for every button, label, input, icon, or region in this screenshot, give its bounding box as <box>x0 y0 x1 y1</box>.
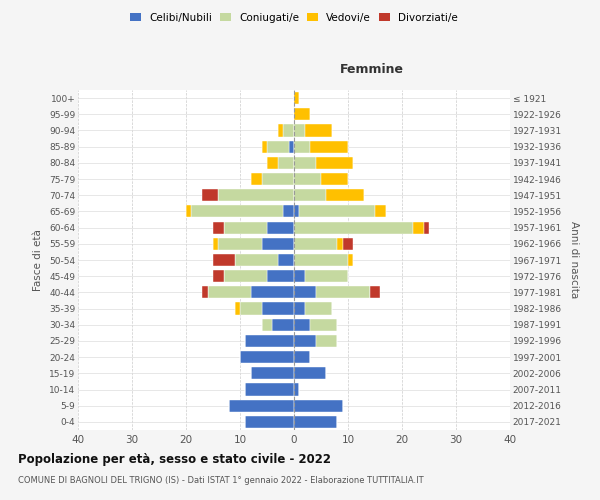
Bar <box>218 238 262 250</box>
Bar <box>245 384 294 396</box>
Bar <box>202 189 218 202</box>
Bar <box>294 189 326 202</box>
Bar <box>262 173 294 185</box>
Bar <box>370 286 380 298</box>
Bar <box>294 173 321 185</box>
Bar <box>294 416 337 428</box>
Bar <box>424 222 429 234</box>
Bar <box>294 302 305 314</box>
Bar <box>278 124 283 136</box>
Bar <box>305 302 332 314</box>
Text: Femmine: Femmine <box>340 64 404 76</box>
Bar <box>224 270 267 282</box>
Bar <box>262 302 294 314</box>
Text: COMUNE DI BAGNOLI DEL TRIGNO (IS) - Dati ISTAT 1° gennaio 2022 - Elaborazione TU: COMUNE DI BAGNOLI DEL TRIGNO (IS) - Dati… <box>18 476 424 485</box>
Bar <box>267 222 294 234</box>
Bar <box>213 254 235 266</box>
Bar <box>294 222 413 234</box>
Bar <box>294 238 337 250</box>
Bar <box>267 140 289 152</box>
Bar <box>240 302 262 314</box>
Bar <box>299 206 375 218</box>
Bar <box>224 222 267 234</box>
Bar <box>294 318 310 331</box>
Bar <box>305 124 332 136</box>
Bar <box>294 124 305 136</box>
Bar <box>375 206 386 218</box>
Bar <box>213 222 224 234</box>
Bar <box>251 173 262 185</box>
Bar <box>262 318 272 331</box>
Bar <box>245 335 294 347</box>
Bar <box>283 124 294 136</box>
Bar <box>251 286 294 298</box>
Bar <box>213 238 218 250</box>
Bar <box>191 206 283 218</box>
Bar <box>348 254 353 266</box>
Bar <box>267 270 294 282</box>
Bar <box>272 318 294 331</box>
Bar <box>251 368 294 380</box>
Bar <box>310 318 337 331</box>
Bar <box>316 286 370 298</box>
Bar <box>305 270 348 282</box>
Bar <box>343 238 353 250</box>
Bar <box>235 302 240 314</box>
Bar <box>283 206 294 218</box>
Bar <box>337 238 343 250</box>
Y-axis label: Fasce di età: Fasce di età <box>34 229 43 291</box>
Bar <box>294 400 343 412</box>
Bar <box>294 368 326 380</box>
Bar <box>294 384 299 396</box>
Bar <box>310 140 348 152</box>
Bar <box>294 157 316 169</box>
Bar <box>218 189 294 202</box>
Bar <box>186 206 191 218</box>
Bar <box>245 416 294 428</box>
Legend: Celibi/Nubili, Coniugati/e, Vedovi/e, Divorziati/e: Celibi/Nubili, Coniugati/e, Vedovi/e, Di… <box>130 12 458 22</box>
Bar <box>278 157 294 169</box>
Bar <box>294 270 305 282</box>
Bar <box>278 254 294 266</box>
Bar <box>202 286 208 298</box>
Bar <box>316 335 337 347</box>
Bar <box>413 222 424 234</box>
Bar <box>289 140 294 152</box>
Bar <box>294 206 299 218</box>
Bar <box>229 400 294 412</box>
Bar <box>235 254 278 266</box>
Y-axis label: Anni di nascita: Anni di nascita <box>569 222 578 298</box>
Bar <box>294 92 299 104</box>
Bar <box>240 351 294 363</box>
Bar <box>321 173 348 185</box>
Bar <box>294 335 316 347</box>
Bar <box>213 270 224 282</box>
Bar <box>267 157 278 169</box>
Bar <box>262 140 267 152</box>
Bar <box>294 286 316 298</box>
Bar <box>208 286 251 298</box>
Text: Popolazione per età, sesso e stato civile - 2022: Popolazione per età, sesso e stato civil… <box>18 452 331 466</box>
Bar <box>326 189 364 202</box>
Bar <box>294 254 348 266</box>
Bar <box>294 140 310 152</box>
Bar <box>294 108 310 120</box>
Bar <box>262 238 294 250</box>
Bar <box>294 351 310 363</box>
Bar <box>316 157 353 169</box>
